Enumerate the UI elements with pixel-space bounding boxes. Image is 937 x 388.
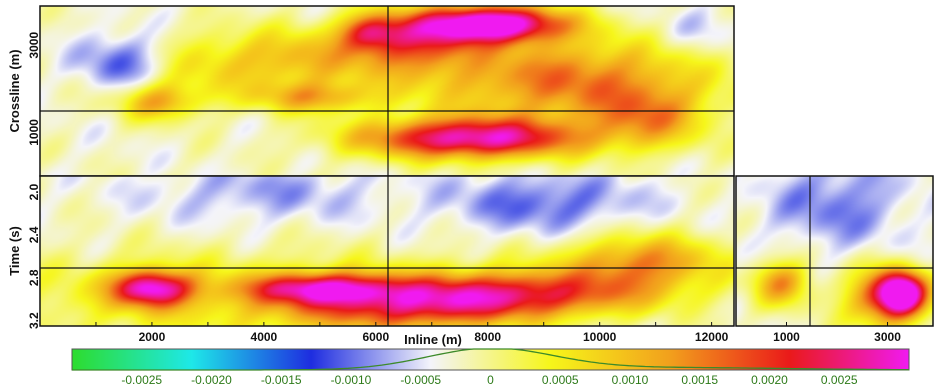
time-axis-label: Time (s) [7, 226, 22, 276]
colorbar-tick-label: 0 [487, 373, 494, 387]
inline-axis-label: Inline (m) [404, 332, 462, 347]
colorbar-tick-label: -0.0005 [400, 373, 441, 387]
time-slice-panel [39, 5, 735, 177]
colorbar-histogram [72, 348, 910, 371]
crossline-axis-label: Crossline (m) [7, 49, 22, 132]
colorbar-tick-label: -0.0010 [331, 373, 372, 387]
crossline-section-tick-label: 3000 [874, 330, 901, 344]
inline-section-heatmap [40, 176, 734, 326]
colorbar-tick-label: -0.0015 [261, 373, 302, 387]
colorbar-tick-label: 0.0005 [542, 373, 579, 387]
time-tick-label: 3.2 [27, 312, 41, 329]
crossline-section-frame [735, 175, 934, 327]
crossline-section-panel [735, 175, 934, 327]
colorbar-ticks: -0.0025 -0.0020 -0.0015 -0.0010 -0.0005 0 0.00… [121, 373, 858, 387]
inline-tick-label: 8000 [474, 330, 501, 344]
colorbar-bar [71, 348, 910, 371]
inline-section-panel [39, 175, 735, 327]
colorbar: -0.0025 -0.0020 -0.0015 -0.0010 -0.0005 0 0.00… [71, 348, 910, 387]
time-slice-heatmap [40, 6, 734, 176]
inline-tick-label: 6000 [362, 330, 389, 344]
crossline-tick-label: 1000 [27, 119, 41, 146]
crossline-section-heatmap [736, 176, 933, 326]
inline-tick-label: 12000 [695, 330, 729, 344]
inline-section-frame [39, 175, 735, 327]
crossline-section-tick-label: 1000 [773, 330, 800, 344]
colorbar-tick-label: -0.0025 [121, 373, 162, 387]
time-tick-label: 2.8 [27, 269, 41, 286]
inline-tick-label: 2000 [139, 330, 166, 344]
time-tick-label: 2.4 [27, 226, 41, 243]
inline-tick-label: 10000 [583, 330, 617, 344]
axis-ticks: 1000 3000 2.0 2.4 2.8 3.2 2000 4000 6000 8000 1000… [27, 32, 901, 344]
colorbar-tick-label: 0.0010 [612, 373, 649, 387]
colorbar-tick-label: 0.0025 [821, 373, 858, 387]
inline-tick-label: 4000 [251, 330, 278, 344]
colorbar-tick-label: 0.0015 [681, 373, 718, 387]
colorbar-tick-label: -0.0020 [191, 373, 232, 387]
time-tick-label: 2.0 [27, 183, 41, 200]
colorbar-tick-label: 0.0020 [751, 373, 788, 387]
crossline-tick-label: 3000 [27, 32, 41, 59]
